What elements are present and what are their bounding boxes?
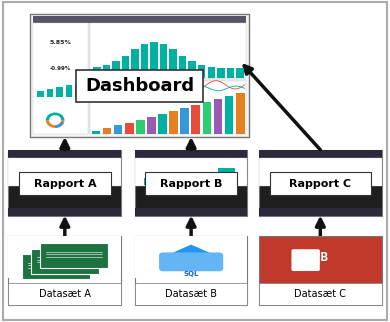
Bar	[198, 65, 206, 78]
FancyBboxPatch shape	[145, 173, 238, 195]
Bar	[33, 16, 246, 23]
FancyBboxPatch shape	[291, 259, 320, 271]
Polygon shape	[163, 245, 219, 257]
Bar	[33, 23, 89, 134]
Bar	[160, 44, 167, 78]
Bar	[193, 172, 210, 185]
Text: -0.99%: -0.99%	[50, 66, 71, 71]
FancyBboxPatch shape	[9, 150, 121, 215]
Bar	[114, 126, 122, 134]
Bar	[135, 282, 248, 305]
Bar	[150, 43, 158, 78]
Bar	[179, 56, 186, 78]
FancyBboxPatch shape	[259, 150, 381, 215]
Text: Rapport C: Rapport C	[289, 179, 351, 189]
Bar	[259, 158, 381, 186]
Bar	[33, 16, 246, 134]
Text: SQL: SQL	[183, 270, 199, 277]
Bar	[9, 236, 121, 278]
Bar	[93, 67, 101, 78]
Bar	[75, 83, 82, 97]
Bar	[125, 122, 134, 134]
Bar	[169, 50, 177, 78]
Text: 5.85%: 5.85%	[50, 40, 72, 45]
FancyBboxPatch shape	[135, 150, 248, 215]
Bar	[66, 85, 72, 97]
Text: Datasæt B: Datasæt B	[165, 289, 217, 299]
FancyBboxPatch shape	[30, 14, 250, 137]
Bar	[9, 282, 121, 305]
FancyBboxPatch shape	[135, 236, 248, 305]
Bar	[90, 23, 246, 79]
Bar	[112, 61, 120, 78]
Wedge shape	[46, 112, 64, 120]
Wedge shape	[55, 122, 64, 128]
Text: Datasæt A: Datasæt A	[39, 289, 91, 299]
Bar	[259, 150, 381, 158]
Text: Rapport B: Rapport B	[160, 179, 222, 189]
Bar	[236, 93, 245, 134]
FancyBboxPatch shape	[159, 252, 223, 271]
Bar	[135, 208, 248, 215]
Bar	[103, 128, 112, 134]
Wedge shape	[46, 120, 64, 128]
Bar	[135, 158, 248, 186]
Bar	[90, 81, 246, 134]
Text: PB: PB	[313, 251, 328, 263]
Bar	[259, 282, 381, 305]
FancyBboxPatch shape	[19, 173, 111, 195]
Bar	[131, 50, 139, 78]
Bar	[122, 56, 129, 78]
Bar	[147, 117, 156, 134]
Bar	[227, 68, 234, 78]
Bar	[158, 114, 167, 134]
Bar	[202, 102, 211, 134]
Bar	[218, 168, 235, 185]
FancyBboxPatch shape	[31, 249, 99, 274]
Bar	[9, 208, 121, 215]
FancyBboxPatch shape	[76, 70, 203, 102]
Bar	[236, 68, 244, 78]
Bar	[103, 65, 110, 78]
Bar	[92, 131, 100, 134]
Bar	[169, 111, 178, 134]
FancyBboxPatch shape	[9, 236, 121, 305]
Bar	[180, 108, 189, 134]
Bar	[217, 68, 225, 78]
Bar	[37, 90, 44, 97]
Bar	[168, 175, 186, 185]
Bar	[47, 89, 53, 97]
FancyBboxPatch shape	[270, 173, 370, 195]
Bar	[207, 67, 215, 78]
FancyBboxPatch shape	[291, 249, 320, 261]
Bar	[191, 105, 200, 134]
Bar	[9, 158, 121, 186]
Bar	[135, 236, 248, 278]
Bar	[135, 150, 248, 158]
Bar	[9, 150, 121, 158]
Bar	[56, 87, 63, 97]
Text: Rapport A: Rapport A	[34, 179, 96, 189]
Bar	[225, 96, 234, 134]
FancyBboxPatch shape	[22, 254, 90, 279]
Bar	[141, 44, 148, 78]
Bar	[259, 208, 381, 215]
Bar	[214, 99, 222, 134]
Bar	[188, 61, 196, 78]
Bar	[144, 178, 161, 185]
Text: Dashboard: Dashboard	[85, 77, 194, 95]
FancyBboxPatch shape	[40, 243, 108, 268]
Bar	[136, 119, 145, 134]
FancyBboxPatch shape	[259, 236, 381, 305]
Text: Datasæt C: Datasæt C	[294, 289, 346, 299]
